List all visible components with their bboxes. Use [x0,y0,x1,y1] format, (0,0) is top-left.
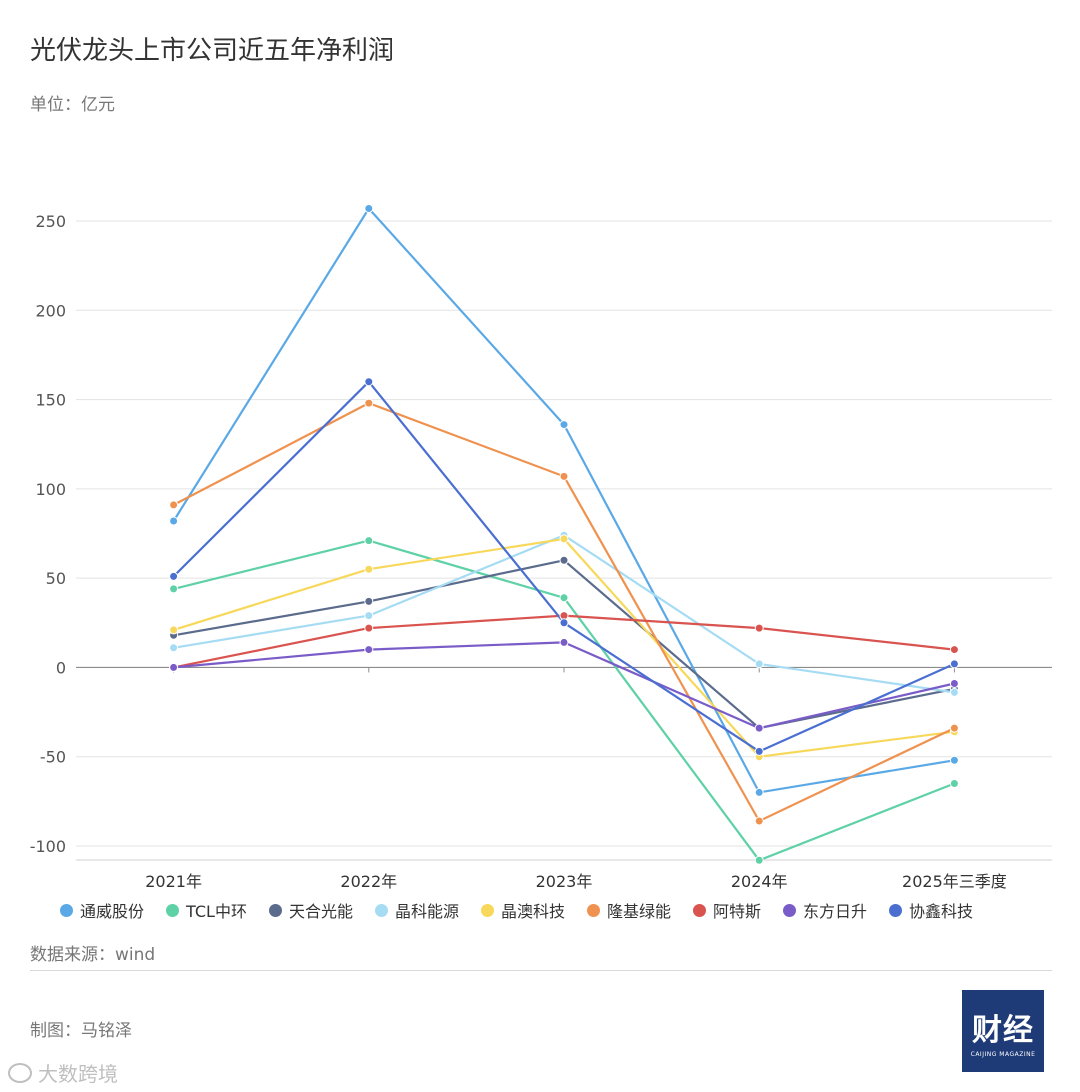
data-point [754,787,764,797]
data-point [364,596,374,606]
legend-item[interactable]: 晶澳科技 [480,898,565,922]
data-point [949,723,959,733]
footer-divider [30,970,1052,971]
x-tick-label: 2021年 [145,872,202,891]
series-line [173,537,955,758]
legend-item[interactable]: 通威股份 [60,898,144,922]
chart-author: 制图：马铭泽 [30,1021,132,1041]
legend-color-dot [480,903,494,917]
data-point [169,516,179,526]
chart-legend: 通威股份 TCL中环 天合光能 晶科能源 晶澳科技 隆基绿能 阿特斯 东方日升 协鑫科技 [60,898,973,922]
data-point [169,662,179,672]
x-tick-label: 2022年 [340,872,397,891]
legend-label: 东方日升 [803,902,868,921]
data-point [364,611,374,621]
legend-item[interactable]: 隆基绿能 [587,898,671,922]
legend-label: TCL中环 [186,902,247,921]
unit-label: 单位：亿元 [30,95,115,115]
legend-color-dot [60,903,73,917]
legend-item[interactable]: 晶科能源 [374,898,459,922]
tick-labels: 250 200 150 100 50 0 -50 -100 2021年 2022年 2023年 202… [30,212,1007,891]
y-tick-label: 100 [35,480,66,499]
grid-lines [76,220,1052,847]
data-point [364,398,374,408]
legend-label: 隆基绿能 [607,902,672,921]
data-point [754,855,764,865]
data-points [169,204,959,865]
y-tick-label: -50 [40,748,66,767]
watermark-text: 大数跨境 [38,1062,118,1086]
y-tick-label: 200 [35,301,66,320]
data-point [169,571,179,581]
watermark-icon [8,1062,32,1083]
data-point [949,659,959,669]
data-point [169,584,179,594]
data-point [754,746,764,756]
legend-color-dot [166,903,180,917]
data-point [559,534,569,544]
data-point [949,755,959,765]
legend-item[interactable]: 协鑫科技 [889,898,973,922]
x-tick-label: 2025年三季度 [902,872,1007,891]
x-tick-label: 2023年 [536,872,593,891]
y-tick-label: 250 [35,212,66,231]
legend-label: 协鑫科技 [909,902,974,921]
legend-item[interactable]: 天合光能 [268,898,353,922]
data-point [949,645,959,655]
y-tick-label: 50 [46,569,66,588]
y-tick-label: 150 [35,391,66,410]
legend-color-dot [889,903,903,917]
legend-label: 天合光能 [288,902,353,921]
legend-item[interactable]: 阿特斯 [693,898,761,922]
legend-label: 晶科能源 [394,902,459,921]
data-point [364,564,374,574]
data-point [559,471,569,481]
caijing-logo: 财经 CAIJING MAGAZINE [962,990,1044,1072]
series-line [172,207,955,794]
logo-subtext: CAIJING MAGAZINE [970,1050,1036,1058]
legend-color-dot [587,903,600,917]
legend-color-dot [783,903,797,917]
data-point [364,645,374,655]
data-point [754,723,764,733]
chart-title: 光伏龙头上市公司近五年净利润 [30,36,395,66]
logo-text: 财经 [972,1012,1034,1048]
legend-label: 晶澳科技 [500,902,565,921]
data-point [364,204,374,213]
data-point [364,377,374,387]
data-point [559,420,569,430]
legend-color-dot [268,903,282,917]
y-tick-label: 0 [56,658,66,677]
legend-label: 阿特斯 [713,902,762,921]
data-point [559,555,569,565]
axes [76,666,1052,861]
y-tick-label: -100 [30,837,66,856]
data-point [754,659,764,669]
legend-color-dot [693,903,707,917]
data-point [949,679,959,688]
watermark: 大数跨境 [8,1058,118,1087]
x-tick-label: 2024年 [731,872,788,891]
data-point [559,618,569,628]
data-source: 数据来源：wind [30,945,156,965]
legend-color-dot [374,903,388,917]
data-point [169,643,179,653]
data-point [364,623,374,633]
data-point [559,593,569,603]
data-point [754,816,764,826]
data-point [169,500,179,510]
data-point [169,625,179,635]
data-point [949,779,959,788]
data-point [754,623,764,633]
data-point [949,687,959,697]
data-point [364,536,374,546]
legend-item[interactable]: TCL中环 [166,898,247,922]
data-point [559,637,569,647]
legend-label: 通威股份 [80,902,145,921]
series-line [172,380,955,753]
series-line [173,539,955,862]
legend-item[interactable]: 东方日升 [783,898,867,922]
